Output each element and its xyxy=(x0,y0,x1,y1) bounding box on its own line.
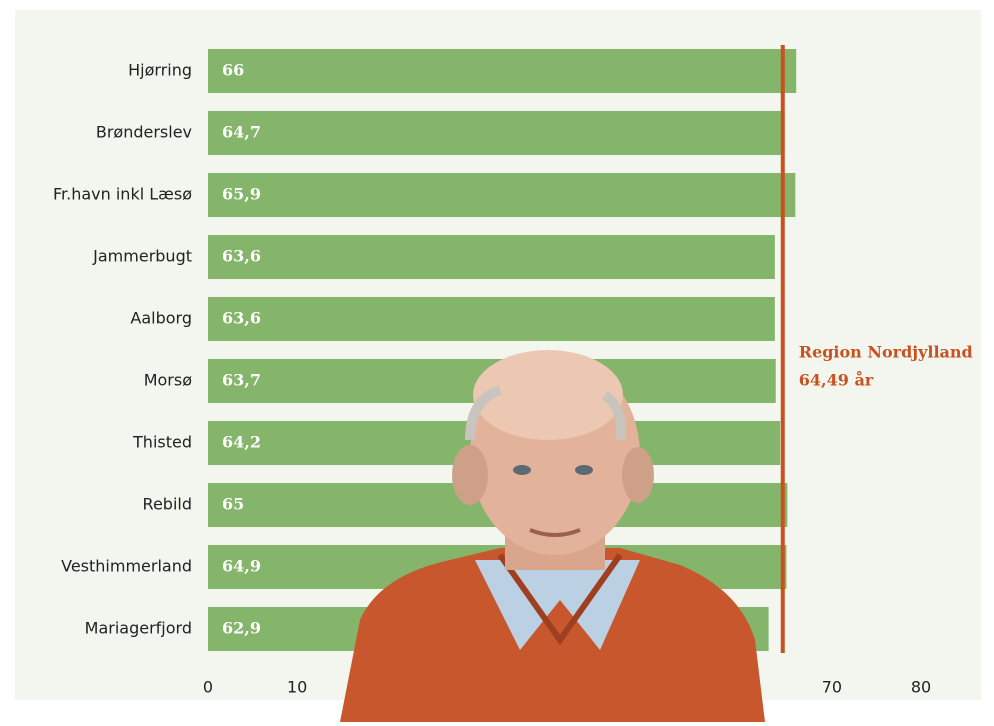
value-label: 63,6 xyxy=(222,247,261,266)
value-label: 63,6 xyxy=(222,309,261,328)
value-label: 65,9 xyxy=(222,185,261,204)
category-label: Hjørring xyxy=(128,61,192,80)
value-label: 66 xyxy=(222,61,244,80)
value-label: 63,7 xyxy=(222,371,261,390)
value-label: 65 xyxy=(222,495,244,514)
category-label: Mariagerfjord xyxy=(85,619,192,638)
reference-name: Region Nordjylland xyxy=(799,343,973,362)
value-label: 64,7 xyxy=(222,123,261,142)
category-label: Thisted xyxy=(132,433,192,452)
category-label: Brønderslev xyxy=(96,123,192,142)
x-tick-label: 80 xyxy=(911,678,931,697)
x-tick-label: 0 xyxy=(203,678,213,697)
reference-value: 64,49 år xyxy=(799,370,874,390)
value-label: 62,9 xyxy=(222,619,261,638)
value-label: 64,9 xyxy=(222,557,261,576)
category-label: Fr.havn inkl Læsø xyxy=(53,185,192,204)
category-label: Vesthimmerland xyxy=(61,557,192,576)
bar xyxy=(208,235,775,279)
category-label: Morsø xyxy=(144,371,193,390)
category-label: Rebild xyxy=(143,495,192,514)
category-label: Jammerbugt xyxy=(92,247,192,266)
bar xyxy=(208,297,775,341)
category-label: Aalborg xyxy=(130,309,192,328)
x-tick-label: 70 xyxy=(822,678,842,697)
bar xyxy=(208,49,796,93)
value-label: 64,2 xyxy=(222,433,261,452)
x-tick-label: 10 xyxy=(287,678,307,697)
bar xyxy=(208,173,795,217)
chart: 01020304050607080Hjørring66Brønderslev64… xyxy=(0,0,994,722)
bar xyxy=(208,111,785,155)
